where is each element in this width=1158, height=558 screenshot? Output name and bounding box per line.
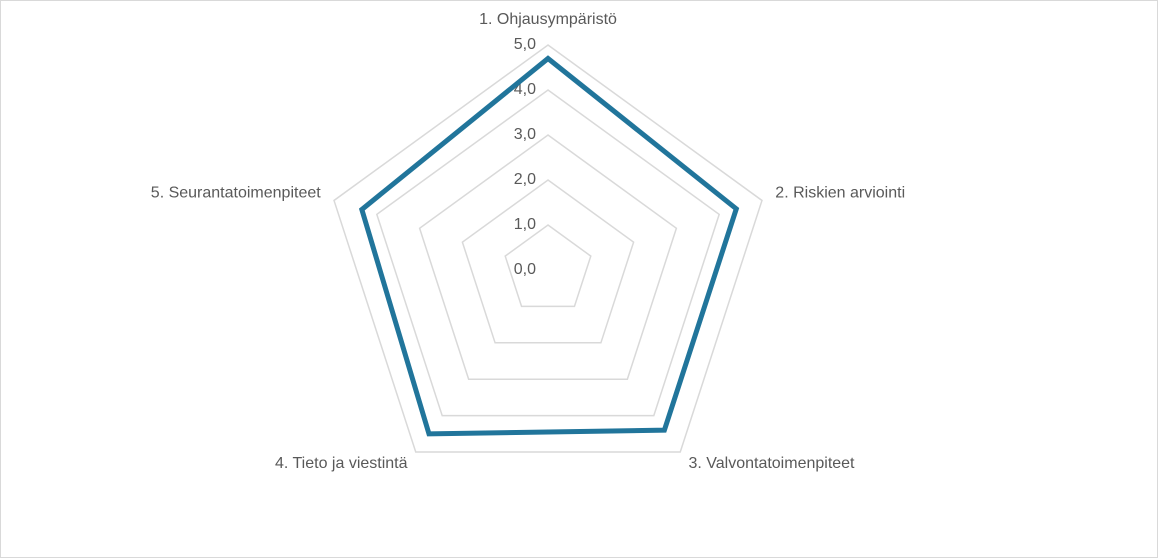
grid-line [418, 134, 678, 380]
grid-line [504, 224, 592, 308]
category-label: 5. Seurantatoimenpiteet [151, 184, 321, 201]
grid-line [461, 179, 635, 344]
grid-line [375, 89, 721, 417]
category-label: 4. Tieto ja viestintä [275, 455, 408, 472]
r-tick-label: 1,0 [514, 216, 536, 233]
category-label: 2. Riskien arviointi [775, 184, 905, 201]
series-line [358, 55, 740, 437]
r-tick-label: 4,0 [514, 81, 536, 98]
category-label: 3. Valvontatoimenpiteet [688, 455, 855, 472]
r-tick-label: 3,0 [514, 126, 536, 143]
category-label: 1. Ohjausympäristö [479, 11, 617, 28]
r-tick-label: 5,0 [514, 36, 536, 53]
r-tick-label: 0,0 [514, 261, 536, 278]
r-tick-label: 2,0 [514, 171, 536, 188]
grid-line [333, 44, 763, 453]
